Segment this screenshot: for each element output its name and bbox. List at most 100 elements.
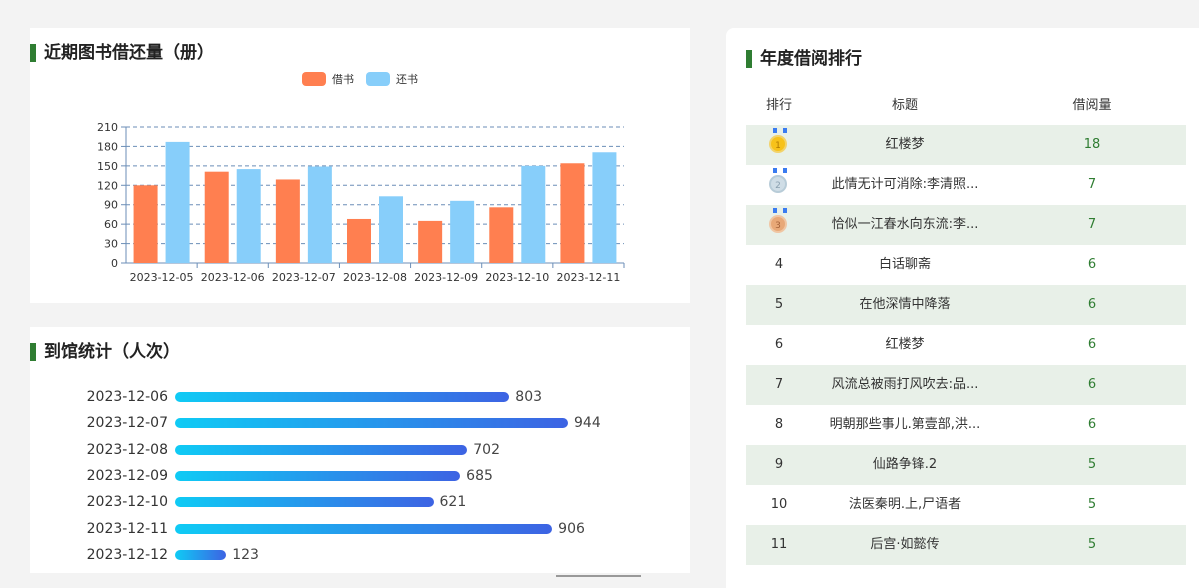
y-tick-label: 30 bbox=[104, 238, 118, 251]
rank-number: 9 bbox=[774, 457, 784, 472]
y-tick-label: 150 bbox=[97, 160, 118, 173]
legend-label-1: 还书 bbox=[396, 73, 418, 86]
visit-bar bbox=[175, 470, 461, 481]
y-tick-label: 90 bbox=[104, 199, 118, 212]
legend-swatch-1 bbox=[366, 72, 390, 86]
page-scrollbar[interactable] bbox=[556, 575, 641, 577]
ranking-row[interactable]: 4 白话聊斋 6 bbox=[746, 245, 1186, 285]
rank-number: 4 bbox=[774, 257, 784, 272]
header-title: 标题 bbox=[891, 98, 918, 113]
bar-borrow bbox=[347, 218, 371, 263]
ranking-table-header: 排行 标题 借阅量 bbox=[746, 94, 1186, 116]
x-tick-label: 2023-12-08 bbox=[343, 271, 407, 284]
bar-borrow bbox=[204, 171, 229, 263]
silver-medal-icon: 2 bbox=[769, 168, 787, 193]
borrow-panel-title: 近期图书借还量（册） bbox=[30, 44, 214, 62]
y-tick-label: 180 bbox=[97, 140, 118, 153]
borrow-count: 5 bbox=[1087, 537, 1097, 552]
header-count: 借阅量 bbox=[1072, 98, 1112, 113]
borrow-count: 6 bbox=[1087, 297, 1097, 312]
bar-borrow bbox=[418, 220, 443, 263]
book-title: 红楼梦 bbox=[885, 137, 925, 152]
visit-bar bbox=[175, 497, 434, 508]
y-tick-label: 120 bbox=[97, 179, 118, 192]
visit-value-label: 803 bbox=[515, 389, 543, 405]
visit-value-label: 702 bbox=[473, 441, 500, 458]
bar-borrow bbox=[560, 163, 585, 263]
x-tick-label: 2023-12-10 bbox=[485, 271, 549, 284]
book-title: 恰似一江春水向东流:李... bbox=[831, 217, 979, 232]
ranking-row[interactable]: 6 红楼梦 6 bbox=[746, 325, 1186, 365]
visit-panel-title: 到馆统计（人次） bbox=[30, 343, 180, 361]
bar-return bbox=[379, 196, 403, 263]
book-title: 仙路争锋.2 bbox=[872, 457, 938, 472]
borrow-count: 6 bbox=[1087, 377, 1097, 392]
book-title: 红楼梦 bbox=[885, 337, 925, 352]
borrow-count: 6 bbox=[1087, 417, 1097, 432]
visit-row: 2023-12-10 621 bbox=[30, 492, 690, 512]
borrow-count: 7 bbox=[1087, 177, 1097, 192]
x-tick-label: 2023-12-06 bbox=[201, 271, 265, 284]
bar-borrow bbox=[275, 179, 300, 263]
ranking-row[interactable]: 2 此情无计可消除:李清照... 7 bbox=[746, 165, 1186, 205]
visit-bar bbox=[175, 523, 553, 534]
book-title: 白话聊斋 bbox=[878, 257, 931, 272]
bar-return bbox=[521, 165, 546, 263]
visit-row: 2023-12-11 906 bbox=[30, 519, 690, 539]
rank-number: 11 bbox=[770, 537, 788, 552]
book-title: 明朝那些事儿.第壹部,洪... bbox=[829, 417, 981, 432]
visit-date-label: 2023-12-12 bbox=[86, 546, 168, 563]
x-tick-label: 2023-12-11 bbox=[556, 271, 620, 284]
borrow-count: 5 bbox=[1087, 457, 1097, 472]
header-rank: 排行 bbox=[765, 98, 792, 113]
visit-date-label: 2023-12-09 bbox=[86, 467, 168, 484]
y-tick-label: 210 bbox=[97, 121, 118, 134]
bar-return bbox=[450, 200, 475, 263]
bar-borrow bbox=[133, 185, 158, 263]
book-title: 在他深情中降落 bbox=[859, 297, 951, 312]
visit-value-label: 621 bbox=[439, 494, 467, 511]
x-tick-label: 2023-12-09 bbox=[414, 271, 478, 284]
ranking-row[interactable]: 5 在他深情中降落 6 bbox=[746, 285, 1186, 325]
x-tick-label: 2023-12-05 bbox=[130, 271, 194, 284]
visit-value-label: 944 bbox=[574, 415, 601, 432]
legend-swatch-0 bbox=[302, 72, 326, 86]
rank-number: 7 bbox=[774, 377, 784, 392]
rank-number: 8 bbox=[774, 417, 784, 432]
ranking-row[interactable]: 9 仙路争锋.2 5 bbox=[746, 445, 1186, 485]
visit-bar bbox=[175, 418, 568, 429]
annual-borrow-ranking-panel: 年度借阅排行 排行 标题 借阅量 1 红楼梦 18 2 此情无计可消除:李清照... 7 3… bbox=[726, 28, 1199, 588]
visit-row: 2023-12-06 803 bbox=[30, 387, 690, 407]
visit-date-label: 2023-12-06 bbox=[86, 389, 168, 405]
y-tick-label: 0 bbox=[111, 257, 118, 270]
gold-medal-icon: 1 bbox=[769, 128, 787, 153]
ranking-row[interactable]: 7 风流总被雨打风吹去:品... 6 bbox=[746, 365, 1186, 405]
ranking-panel-title: 年度借阅排行 bbox=[746, 50, 862, 68]
visit-date-label: 2023-12-08 bbox=[86, 441, 168, 458]
book-title: 风流总被雨打风吹去:品... bbox=[831, 377, 979, 392]
visit-value-label: 685 bbox=[466, 467, 493, 484]
book-title: 后宫·如懿传 bbox=[870, 537, 940, 552]
visit-value-label: 906 bbox=[558, 520, 585, 537]
x-tick-label: 2023-12-07 bbox=[272, 271, 336, 284]
visit-value-label: 123 bbox=[232, 546, 259, 563]
borrow-count: 6 bbox=[1087, 337, 1097, 352]
borrow-count: 7 bbox=[1087, 217, 1097, 232]
borrow-return-panel: 近期图书借还量（册） 借书 还书 0 30 60 90 120 150 180 210 2023-1… bbox=[30, 28, 690, 303]
book-title: 此情无计可消除:李清照... bbox=[831, 177, 979, 192]
bar-return bbox=[165, 141, 190, 263]
visit-date-label: 2023-12-07 bbox=[86, 415, 168, 432]
ranking-row[interactable]: 3 恰似一江春水向东流:李... 7 bbox=[746, 205, 1186, 245]
ranking-row[interactable]: 1 红楼梦 18 bbox=[746, 125, 1186, 165]
visit-date-label: 2023-12-10 bbox=[86, 494, 168, 511]
bar-borrow bbox=[489, 207, 514, 263]
ranking-row[interactable]: 10 法医秦明.上,尸语者 5 bbox=[746, 485, 1186, 525]
visit-bar bbox=[175, 392, 510, 402]
bar-return bbox=[307, 166, 332, 263]
borrow-return-chart: 借书 还书 0 30 60 90 120 150 180 210 2023-12-05 2023-12… bbox=[97, 72, 625, 284]
bronze-medal-icon: 3 bbox=[769, 208, 787, 233]
visit-bar bbox=[175, 549, 227, 560]
ranking-row[interactable]: 8 明朝那些事儿.第壹部,洪... 6 bbox=[746, 405, 1186, 445]
ranking-row[interactable]: 11 后宫·如懿传 5 bbox=[746, 525, 1186, 565]
book-title: 法医秦明.上,尸语者 bbox=[848, 497, 962, 512]
